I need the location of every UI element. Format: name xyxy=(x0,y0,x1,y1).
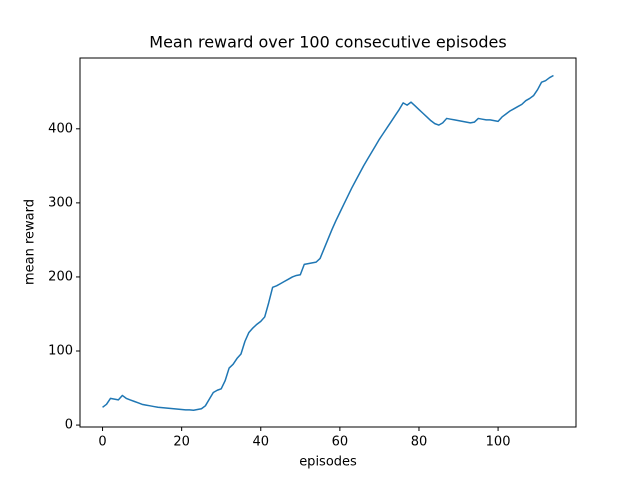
x-tick-label: 40 xyxy=(252,435,269,450)
x-tick-label: 80 xyxy=(411,435,428,450)
y-tick-label: 400 xyxy=(48,121,73,136)
y-tick-label: 0 xyxy=(65,418,73,433)
x-tick-label: 20 xyxy=(173,435,190,450)
y-tick-label: 200 xyxy=(48,269,73,284)
y-tick-label: 300 xyxy=(48,195,73,210)
line-series xyxy=(102,74,554,412)
y-tick-label: 100 xyxy=(48,344,73,359)
plot-frame xyxy=(79,57,577,428)
x-axis-label: episodes xyxy=(299,455,357,470)
x-tick-label: 100 xyxy=(486,435,511,450)
x-tick-label: 0 xyxy=(98,435,106,450)
x-tick-label: 60 xyxy=(332,435,349,450)
chart-title: Mean reward over 100 consecutive episode… xyxy=(149,33,506,52)
y-axis-label: mean reward xyxy=(23,199,38,285)
